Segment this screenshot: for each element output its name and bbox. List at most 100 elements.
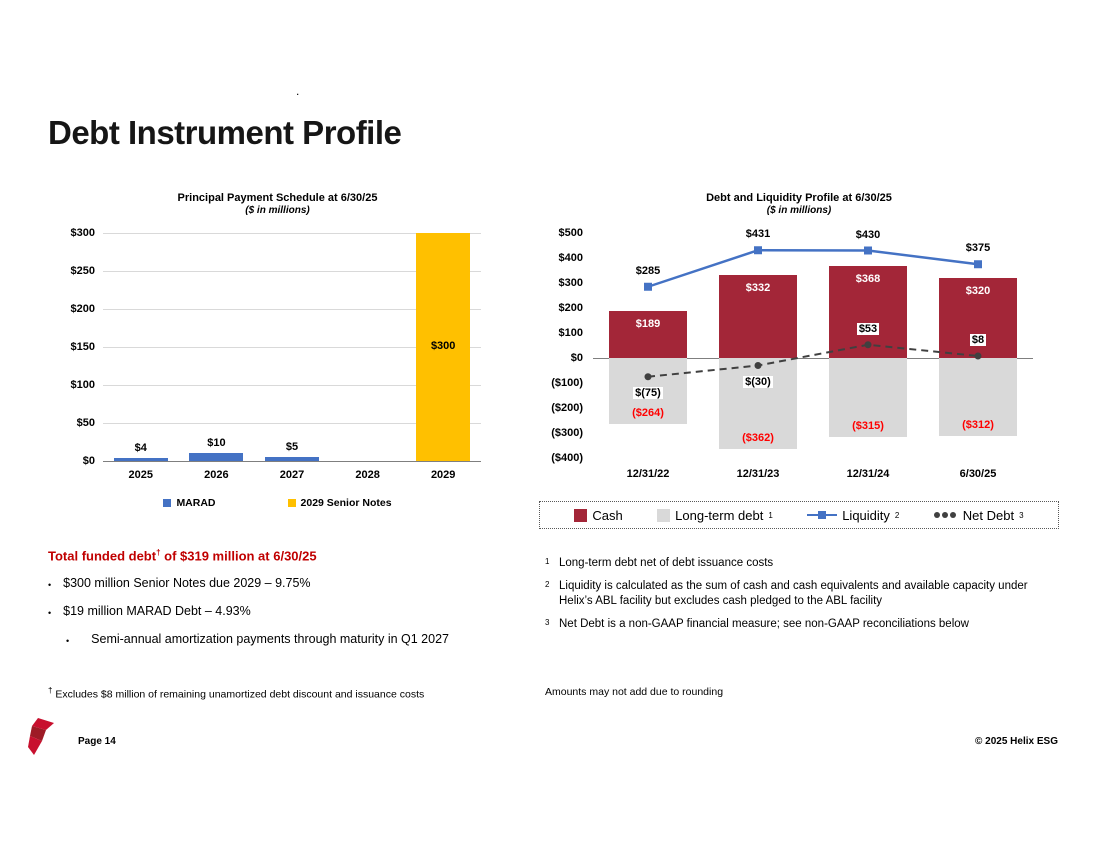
net-debt-value-label: $53 [833, 322, 903, 336]
bar-value-label: $5 [285, 441, 299, 454]
legend-label-cash: Cash [592, 507, 623, 523]
liquidity-marker-icon [974, 260, 982, 269]
heading-text-2: of $319 million at 6/30/25 [160, 548, 317, 564]
legend-item-senior-notes: 2029 Senior Notes [287, 497, 392, 509]
y-tick-label: $100 [70, 379, 95, 391]
2029-senior-notes-bar [416, 233, 471, 461]
dagger-footnote-text: Excludes $8 million of remaining unamort… [55, 688, 425, 701]
footnote-2-marker: 2 [545, 579, 550, 589]
net-debt-value-text: $8 [969, 334, 987, 346]
lines-overlay [644, 246, 982, 381]
liquidity-marker-icon [864, 246, 872, 255]
bullet-senior-notes: • $300 million Senior Notes due 2029 – 9… [48, 576, 528, 592]
marad-bar [265, 457, 319, 461]
footnote-3-marker: 3 [545, 617, 550, 627]
cash-value-label: $332 [745, 282, 771, 294]
x-tick-label: 2027 [279, 469, 305, 481]
senior-notes-swatch-icon [287, 499, 296, 507]
cash-value-label: $368 [855, 273, 881, 285]
bullet-amortization: • Semi-annual amortization payments thro… [66, 632, 528, 648]
y-tick-label: $250 [70, 265, 95, 277]
debt-liquidity-chart: Debt and Liquidity Profile at 6/30/25 ($… [535, 192, 1063, 529]
y-tick-label: $300 [70, 227, 95, 239]
legend-item-long-term-debt: Long-term debt 1 [657, 508, 773, 523]
gridline [103, 233, 481, 234]
legend-sup-net-debt: 3 [1019, 510, 1024, 520]
gridline [103, 423, 481, 424]
y-tick-label: $150 [70, 341, 95, 353]
stray-mark: . [296, 84, 300, 98]
principal-payment-legend: MARAD 2029 Senior Notes [55, 497, 500, 509]
long-term-debt-value-label: ($264) [632, 407, 664, 419]
helix-logo [24, 716, 58, 761]
bullet-text: Semi-annual amortization payments throug… [91, 632, 449, 646]
copyright: © 2025 Helix ESG [975, 736, 1058, 747]
y-tick-label: $500 [558, 227, 583, 239]
footnote-3-text: Net Debt is a non-GAAP financial measure… [559, 617, 969, 630]
helix-logo-icon [28, 718, 54, 755]
net-debt-marker-icon [644, 373, 652, 381]
y-tick-label: $400 [558, 252, 583, 264]
bullet-text: $300 million Senior Notes due 2029 – 9.7… [63, 576, 311, 590]
footnote-1-marker: 1 [545, 557, 550, 566]
y-tick-label: $0 [82, 455, 95, 467]
marad-bar [113, 457, 168, 461]
gridline [103, 271, 481, 272]
legend-item-cash: Cash [574, 507, 623, 523]
rounding-note: Amounts may not add due to rounding [545, 686, 724, 698]
net-debt-marker-icon [974, 352, 982, 360]
liquidity-line [647, 248, 979, 288]
y-tick-label: $200 [70, 303, 95, 315]
net-debt-marker-icon [754, 362, 762, 369]
gridline [103, 347, 481, 348]
cash-bar [609, 310, 687, 358]
bar-value-label: $4 [134, 441, 147, 454]
page-number: Page 14 [78, 736, 116, 747]
x-tick-label: 2026 [204, 469, 229, 481]
liquidity-marker-icon [807, 510, 838, 520]
y-tick-label: ($100) [551, 377, 583, 389]
legend-label-long-term-debt: Long-term debt [675, 507, 764, 523]
y-tick-label: $0 [570, 352, 583, 364]
net-debt-marker-icon [864, 341, 872, 349]
x-tick-label: 2028 [355, 469, 380, 481]
x-tick-label: 12/31/22 [626, 468, 670, 480]
y-tick-label: ($400) [551, 452, 583, 464]
long-term-debt-bar [829, 358, 907, 437]
chart-footnotes: 1 Long-term debt net of debt issuance co… [545, 556, 1065, 640]
total-funded-debt-heading: Total funded debt† of $319 million at 6/… [48, 548, 317, 563]
footnote-2-text: Liquidity is calculated as the sum of ca… [559, 579, 1028, 607]
net-debt-value-text: $(75) [633, 386, 663, 399]
page-title: Debt Instrument Profile [48, 114, 402, 151]
liquidity-value-text: $430 [855, 228, 881, 241]
principal-payment-plot: $0 $50 $100 $150 $200 $250 $300 2025 $4 2026 $10 20… [55, 227, 500, 485]
liquidity-value-label: $285 [613, 264, 683, 278]
heading-dagger: † [156, 548, 161, 557]
net-debt-value-label: $8 [943, 333, 1013, 347]
dagger-icon: † [48, 686, 53, 695]
zero-axis-line [103, 461, 481, 462]
liquidity-square-icon [818, 511, 827, 519]
net-debt-value-text: $53 [856, 322, 880, 335]
dagger-footnote: † Excludes $8 million of remaining unamo… [48, 686, 424, 701]
principal-payment-chart-subtitle: ($ in millions) [245, 205, 310, 216]
dot-icon [949, 512, 956, 518]
legend-label-liquidity: Liquidity [842, 507, 890, 523]
cash-bar [719, 275, 797, 358]
cash-swatch-icon [574, 508, 588, 522]
bar-value-label: $300 [430, 340, 456, 352]
y-tick-label: $300 [558, 277, 583, 289]
net-debt-dots-icon [933, 512, 958, 518]
y-tick-label: ($300) [551, 427, 583, 439]
y-tick-label: ($200) [551, 402, 583, 414]
bullet-marad-debt: • $19 million MARAD Debt – 4.93% [48, 604, 528, 620]
bullet-icon: • [48, 608, 52, 618]
net-debt-line [647, 343, 979, 378]
debt-liquidity-chart-title: Debt and Liquidity Profile at 6/30/25 [706, 192, 892, 204]
x-tick-label: 12/31/23 [736, 468, 780, 480]
liquidity-value-label: $431 [723, 227, 793, 241]
bullet-icon: • [66, 636, 70, 646]
long-term-debt-swatch-icon [657, 508, 671, 522]
legend-sup-liquidity: 2 [894, 510, 900, 520]
y-tick-label: $100 [558, 327, 583, 339]
